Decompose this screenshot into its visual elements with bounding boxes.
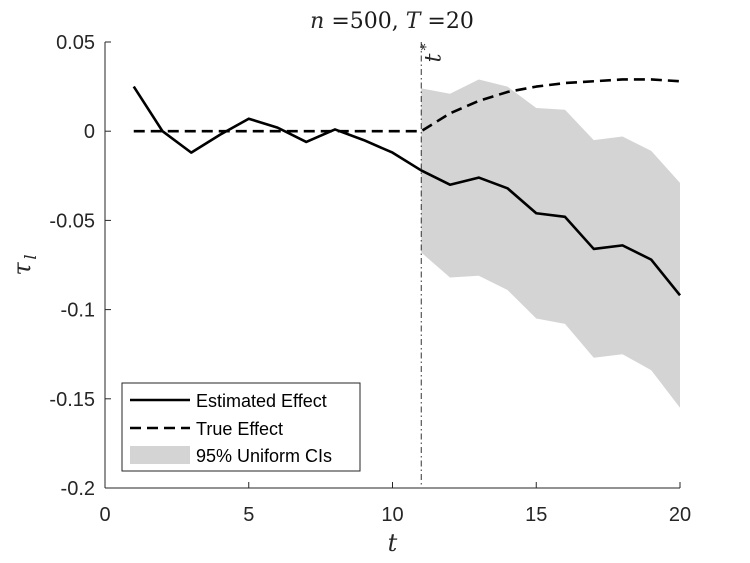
title-n-symbol: n: [310, 9, 324, 34]
x-axis-label: t: [388, 529, 398, 557]
legend-swatch-ci: [130, 446, 190, 464]
series-true-effect: [133, 78, 681, 133]
title-t-rest: =20: [420, 9, 473, 34]
legend-label: Estimated Effect: [196, 391, 327, 411]
y-tick-label: 0: [84, 121, 95, 143]
title-n-rest: =500,: [324, 9, 405, 34]
legend: Estimated Effect True Effect 95% Uniform C…: [121, 382, 361, 472]
legend-label: True Effect: [196, 419, 283, 439]
title-t-symbol: T: [406, 9, 423, 34]
x-tick-label: 10: [381, 504, 403, 526]
x-tick-label: 15: [525, 504, 547, 526]
svg-text:*: *: [418, 44, 434, 51]
vline-label: t *: [418, 44, 446, 63]
y-tick-label: -0.05: [49, 210, 95, 232]
svg-text:l: l: [21, 254, 40, 259]
y-tick-label: 0.05: [56, 32, 95, 54]
chart-title: n =500, T =20: [310, 9, 474, 34]
y-tick-label: -0.1: [61, 300, 95, 322]
svg-text:τ: τ: [8, 262, 36, 276]
y-axis-label: τ l: [8, 254, 40, 275]
x-tick-label: 5: [243, 504, 254, 526]
y-tick-label: -0.15: [49, 389, 95, 411]
x-tick-label: 20: [669, 504, 691, 526]
legend-label: 95% Uniform CIs: [196, 446, 332, 466]
x-tick-label: 0: [99, 504, 110, 526]
y-tick-label: -0.2: [61, 478, 95, 500]
svg-text:t: t: [421, 53, 446, 62]
ci-band: [421, 79, 680, 408]
